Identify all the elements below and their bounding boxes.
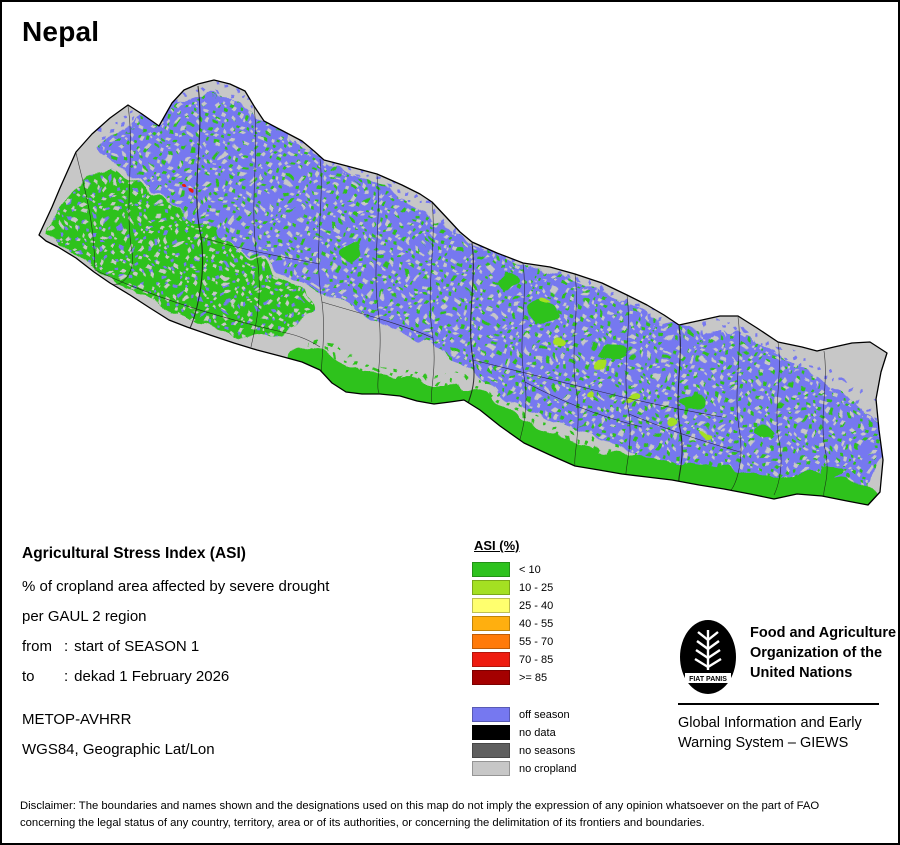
period-from: from : start of SEASON 1 bbox=[22, 638, 329, 655]
fao-name-line: Organization of the bbox=[750, 645, 883, 661]
fao-name-line: Food and Agriculture bbox=[750, 625, 897, 641]
sensor-name: METOP-AVHRR bbox=[22, 711, 132, 728]
legend-label: 55 - 70 bbox=[519, 635, 554, 648]
legend-swatch-55-70 bbox=[472, 634, 510, 649]
period-to-label: to bbox=[22, 668, 35, 685]
divider-line bbox=[678, 703, 879, 705]
nepal-outline bbox=[38, 79, 888, 506]
colon: : bbox=[64, 668, 69, 685]
legend-label: off season bbox=[519, 708, 570, 721]
legend-title: ASI (%) bbox=[474, 538, 520, 553]
legend-row: no seasons bbox=[472, 743, 577, 758]
fao-motto: FIAT PANIS bbox=[689, 676, 727, 683]
green-patches bbox=[340, 244, 844, 480]
giews-block: Global Information and Early Warning Sys… bbox=[678, 713, 862, 753]
legend-row: 70 - 85 bbox=[472, 652, 577, 667]
asi-subtitle-1: % of cropland area affected by severe dr… bbox=[22, 578, 330, 595]
stress-high-spot bbox=[181, 186, 192, 195]
legend-row: 10 - 25 bbox=[472, 580, 577, 595]
legend-label: 40 - 55 bbox=[519, 617, 554, 630]
disclaimer: Disclaimer: The boundaries and names sho… bbox=[20, 798, 819, 832]
giews-line: Global Information and Early bbox=[678, 715, 862, 731]
asi-subtitle-2: per GAUL 2 region bbox=[22, 608, 147, 625]
legend-row: >= 85 bbox=[472, 670, 577, 685]
legend-swatch-70-85 bbox=[472, 652, 510, 667]
legend-row: 55 - 70 bbox=[472, 634, 577, 649]
legend-row: 40 - 55 bbox=[472, 616, 577, 631]
legend-swatch-no-cropland bbox=[472, 761, 510, 776]
legend-row: 25 - 40 bbox=[472, 598, 577, 613]
legend-swatch-no-seasons bbox=[472, 743, 510, 758]
fao-logo: FIAT PANIS bbox=[680, 620, 736, 694]
period-from-value: start of SEASON 1 bbox=[74, 638, 200, 655]
legend-swatch-no-data bbox=[472, 725, 510, 740]
legend-swatch-40-55 bbox=[472, 616, 510, 631]
fao-name: Food and Agriculture Organization of the… bbox=[750, 618, 896, 696]
disclaimer-line: concerning the legal status of any count… bbox=[20, 817, 705, 829]
legend-swatch-lt10 bbox=[472, 562, 510, 577]
legend-row: off season bbox=[472, 707, 577, 722]
asi-heading: Agricultural Stress Index (ASI) bbox=[22, 545, 246, 562]
legend-label: no seasons bbox=[519, 744, 576, 757]
fao-block: FIAT PANIS Food and Agriculture Organiza… bbox=[678, 618, 896, 696]
map-info-block: Agricultural Stress Index (ASI) % of cro… bbox=[22, 545, 329, 771]
stress-10-25-patches bbox=[542, 299, 712, 440]
period-to-value: dekad 1 February 2026 bbox=[74, 668, 230, 685]
nepal-asi-map bbox=[38, 79, 888, 506]
legend-row: < 10 bbox=[472, 562, 577, 577]
legend-row: no data bbox=[472, 725, 577, 740]
wheat-icon bbox=[694, 630, 722, 670]
legend-label: >= 85 bbox=[519, 671, 548, 684]
legend-row: no cropland bbox=[472, 761, 577, 776]
fao-name-line: United Nations bbox=[750, 665, 853, 681]
legend-swatch-10-25 bbox=[472, 580, 510, 595]
legend-label: 25 - 40 bbox=[519, 599, 554, 612]
page-title: Nepal bbox=[22, 16, 100, 47]
legend-swatch-off-season bbox=[472, 707, 510, 722]
legend-extra-classes: off season no data no seasons no croplan… bbox=[472, 707, 577, 776]
legend-label: 70 - 85 bbox=[519, 653, 554, 666]
projection-name: WGS84, Geographic Lat/Lon bbox=[22, 741, 215, 758]
colon: : bbox=[64, 638, 69, 655]
legend-label: no data bbox=[519, 726, 556, 739]
disclaimer-line: Disclaimer: The boundaries and names sho… bbox=[20, 800, 820, 812]
period-to: to : dekad 1 February 2026 bbox=[22, 668, 329, 685]
giews-line: Warning System – GIEWS bbox=[678, 735, 849, 751]
district-boundaries bbox=[75, 85, 828, 497]
legend-swatch-ge85 bbox=[472, 670, 510, 685]
period-from-label: from bbox=[22, 638, 52, 655]
legend-swatch-25-40 bbox=[472, 598, 510, 613]
legend-label: 10 - 25 bbox=[519, 581, 554, 594]
legend-label: no cropland bbox=[519, 762, 577, 775]
legend-label: < 10 bbox=[519, 563, 541, 576]
asi-legend: ASI (%) < 10 10 - 25 25 - 40 40 - 55 55 … bbox=[472, 538, 577, 779]
